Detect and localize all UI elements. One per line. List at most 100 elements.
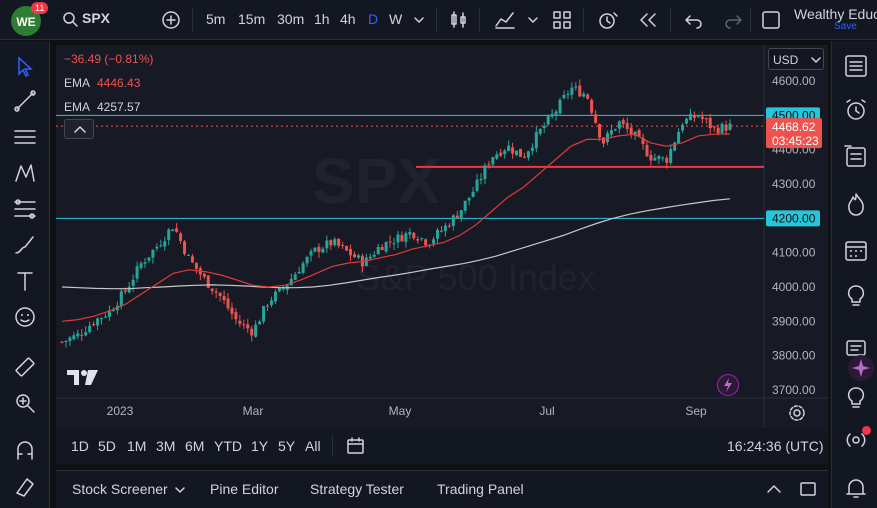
tab-strategy-tester[interactable]: Strategy Tester [310,481,404,497]
interval-15m[interactable]: 15m [238,11,266,27]
account-name[interactable]: Wealthy Educ [794,6,877,22]
save-status[interactable]: Save [834,21,857,32]
candle-body [515,150,519,156]
text-tool-icon[interactable] [13,269,37,293]
goto-date-icon[interactable] [345,436,365,456]
eraser-icon[interactable] [13,475,37,499]
range-5y[interactable]: 5Y [278,438,296,454]
range-3m[interactable]: 3M [156,438,176,454]
interval-4h[interactable]: 4h [340,11,356,27]
replay-icon[interactable] [638,10,658,30]
range-5d[interactable]: 5D [98,438,116,454]
candle-body [621,120,625,124]
candle-body [206,275,210,288]
chart-area[interactable]: SPX S&P 500 Index 4600.00 4400.00 4300.00 4… [56,45,828,428]
indicators-icon[interactable] [494,10,516,30]
chevron-up-icon[interactable] [765,480,783,498]
candle-body [88,325,92,333]
horizontal-lines[interactable] [56,114,764,219]
candle-body [483,165,487,180]
range-6m[interactable]: 6M [185,438,205,454]
currency-select[interactable]: USD [768,48,824,70]
interval-d[interactable]: D [368,11,379,27]
hline-label-4200: 4200.00 [772,211,816,225]
settings-gear-icon[interactable] [788,404,806,422]
ruler-icon[interactable] [13,355,37,379]
candle-body [317,246,321,252]
horizontal-lines-icon[interactable] [13,125,37,149]
redo-icon[interactable] [723,10,743,30]
candle-body [416,239,420,241]
ideas-bulb-icon[interactable] [843,283,869,309]
interval-5m[interactable]: 5m [206,11,226,27]
ema2-label[interactable]: EMA [64,100,91,114]
data-window-icon[interactable] [843,143,869,169]
candle-body [420,238,424,240]
candle-body [76,333,80,337]
price-chart[interactable]: SPX S&P 500 Index 4600.004400.004300.004… [56,45,828,428]
candle-body [637,130,641,137]
notifications-bell-icon[interactable] [843,475,869,501]
price-axis[interactable]: 4600.004400.004300.004100.004000.003900.… [766,74,822,397]
chevron-down-icon[interactable] [413,14,425,26]
add-symbol-icon[interactable] [161,10,181,30]
watchlist-icon[interactable] [843,53,869,79]
maximize-panel-icon[interactable] [799,480,817,498]
symbol-search[interactable]: SPX [62,10,152,30]
trend-line-icon[interactable] [13,89,37,113]
logo-badge[interactable]: WE 11 [11,2,49,36]
interval-30m[interactable]: 30m [277,11,305,27]
candle-body [704,118,708,120]
chevron-down-icon[interactable] [527,14,539,26]
magnet-icon[interactable] [13,439,37,463]
candle-body [463,200,467,211]
candle-body [301,263,305,273]
candle-body [534,132,538,149]
range-all[interactable]: All [305,438,321,454]
price-tick: 4100.00 [772,246,816,260]
price-tick: 4300.00 [772,177,816,191]
candle-body [692,115,696,118]
alert-clock-icon[interactable] [597,10,619,30]
emoji-icon[interactable] [13,305,37,329]
range-ytd[interactable]: YTD [214,438,242,454]
undo-icon[interactable] [684,10,704,30]
tab-stock-screener[interactable]: Stock Screener [72,481,168,497]
alarm-clock-icon[interactable] [843,97,869,123]
zoom-in-icon[interactable] [13,391,37,415]
tv-logo[interactable] [66,367,100,392]
watermark-name: S&P 500 Index [356,257,596,298]
fullscreen-icon[interactable] [761,10,781,30]
range-1d[interactable]: 1D [71,438,89,454]
candle-body [147,257,151,261]
bottom-panel: Stock Screener Pine Editor Strategy Test… [56,470,828,508]
tab-pine-editor[interactable]: Pine Editor [210,481,279,497]
candle-body [673,142,677,151]
candle-body [566,94,570,96]
range-1m[interactable]: 1M [127,438,147,454]
pattern-icon[interactable] [13,161,37,185]
clock-display[interactable]: 16:24:36 (UTC) [727,438,824,454]
tab-trading-panel[interactable]: Trading Panel [437,481,524,497]
cursor-icon[interactable] [13,55,37,79]
currency-label: USD [773,53,799,67]
live-stream-icon[interactable] [843,427,869,453]
interval-1h[interactable]: 1h [314,11,330,27]
candle-body [586,94,590,99]
help-bulb-icon[interactable] [843,385,869,411]
range-1y[interactable]: 1Y [251,438,269,454]
chevron-down-icon[interactable] [174,484,186,496]
layout-grid-icon[interactable] [552,10,572,30]
lightning-button[interactable] [717,374,739,396]
candle-body [408,231,412,235]
fib-icon[interactable] [13,197,37,221]
ema1-label[interactable]: EMA [64,76,91,90]
brush-icon[interactable] [13,233,37,257]
hotlist-fire-icon[interactable] [843,191,869,217]
candles-icon[interactable] [449,10,469,30]
interval-w[interactable]: W [389,11,403,27]
collapse-legend-button[interactable] [64,119,94,139]
ai-sparkle-button[interactable] [848,355,874,381]
time-axis[interactable]: 2023 Mar May Jul Sep [107,404,707,418]
calendar-icon[interactable] [843,237,869,263]
